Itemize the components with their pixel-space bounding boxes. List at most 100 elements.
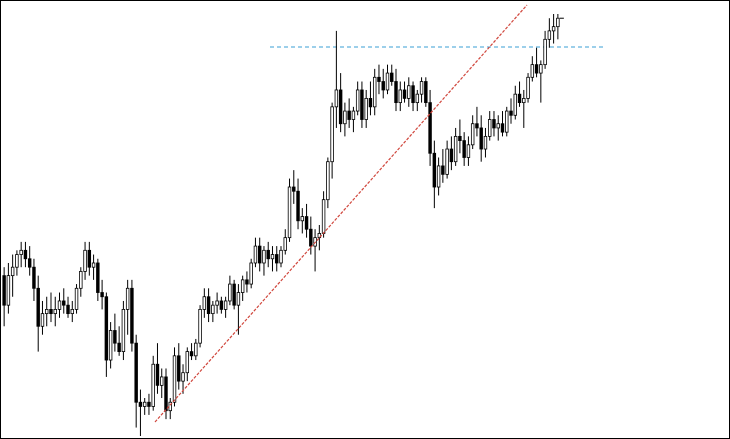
candle-body xyxy=(462,140,466,158)
candle-body xyxy=(500,123,505,133)
candle-body xyxy=(526,76,530,99)
candle-body xyxy=(49,308,53,315)
candle-body xyxy=(377,76,381,82)
candle-body xyxy=(330,106,334,163)
candle-body xyxy=(172,355,177,403)
candle-body xyxy=(556,17,560,28)
candle-body xyxy=(390,72,394,82)
candle-body xyxy=(96,262,100,293)
candle-body xyxy=(505,110,509,133)
candle-body xyxy=(394,81,398,104)
candle-body xyxy=(530,64,535,78)
candle-body xyxy=(543,38,547,66)
candle-body xyxy=(517,93,522,104)
candle-body xyxy=(458,135,462,142)
candle-body xyxy=(206,296,211,315)
candle-body xyxy=(441,165,445,175)
candle-body xyxy=(266,249,270,260)
candle-body xyxy=(539,64,543,74)
candle-body xyxy=(202,296,207,310)
candle-body xyxy=(177,355,181,382)
candle-body xyxy=(283,237,287,251)
candle-body xyxy=(79,271,83,289)
candle-body xyxy=(91,262,96,268)
candle-body xyxy=(70,308,75,315)
candle-body xyxy=(130,287,134,344)
candle-body xyxy=(453,135,458,163)
candle-body xyxy=(360,89,364,120)
candle-body xyxy=(326,161,330,201)
candle-body xyxy=(27,258,32,268)
candle-body xyxy=(415,93,420,104)
candle-body xyxy=(547,30,552,40)
candle-body xyxy=(513,93,517,116)
candle-body xyxy=(236,292,241,306)
candle-body xyxy=(108,330,113,361)
candle-body xyxy=(45,308,49,315)
candle-body xyxy=(211,304,215,315)
candle-body xyxy=(347,110,351,120)
candle-body xyxy=(232,283,236,306)
candle-body xyxy=(522,98,526,104)
candle-body xyxy=(402,89,407,99)
candle-body xyxy=(240,279,245,293)
candle-body xyxy=(138,401,143,407)
candle-body xyxy=(419,81,424,95)
candle-body xyxy=(368,98,373,108)
candle-body xyxy=(257,245,262,264)
candle-body xyxy=(10,266,15,277)
trendline xyxy=(154,4,528,423)
candle-body xyxy=(194,342,198,357)
candle-body xyxy=(385,72,390,91)
candle-body xyxy=(19,249,23,255)
candle-body xyxy=(372,76,377,108)
candle-body xyxy=(164,376,168,412)
candle-body xyxy=(424,81,428,104)
candle-body xyxy=(309,228,313,247)
candle-body xyxy=(296,190,300,222)
candle-body xyxy=(6,275,11,306)
candle-body xyxy=(343,110,347,125)
candle-body xyxy=(275,254,279,264)
candle-body xyxy=(32,266,36,289)
candle-body xyxy=(534,64,539,74)
candle-body xyxy=(381,81,385,91)
candle-body xyxy=(160,376,164,386)
candle-body xyxy=(483,135,488,150)
candle-body xyxy=(53,308,57,315)
candle-body xyxy=(398,89,402,104)
candle-body xyxy=(181,372,185,382)
candle-body xyxy=(334,89,339,108)
candle-body xyxy=(100,292,104,298)
candle-body xyxy=(113,330,117,344)
candle-body xyxy=(364,98,368,120)
candle-body xyxy=(189,351,194,357)
candle-body xyxy=(253,245,258,264)
candle-body xyxy=(551,26,556,32)
candle-body xyxy=(470,123,475,146)
candle-body xyxy=(300,216,305,222)
candle-body xyxy=(142,401,147,407)
candle-body xyxy=(304,216,309,230)
candle-body xyxy=(279,249,283,264)
candle-body xyxy=(134,342,138,403)
candle-body xyxy=(219,300,224,310)
candle-body xyxy=(185,351,190,374)
candle-body xyxy=(262,249,266,264)
candle-body xyxy=(466,144,471,158)
candle-body xyxy=(66,304,70,315)
candle-body xyxy=(117,342,121,353)
candle-body xyxy=(151,363,155,407)
candle-body xyxy=(321,199,326,234)
candle-body xyxy=(198,308,202,344)
candle-body xyxy=(23,249,28,260)
candle-body xyxy=(15,254,19,268)
candle-body xyxy=(432,152,437,188)
candle-body xyxy=(125,287,130,310)
candle-body xyxy=(147,401,151,407)
candle-body xyxy=(407,85,411,99)
candle-body xyxy=(355,89,360,112)
candle-body xyxy=(57,300,62,310)
